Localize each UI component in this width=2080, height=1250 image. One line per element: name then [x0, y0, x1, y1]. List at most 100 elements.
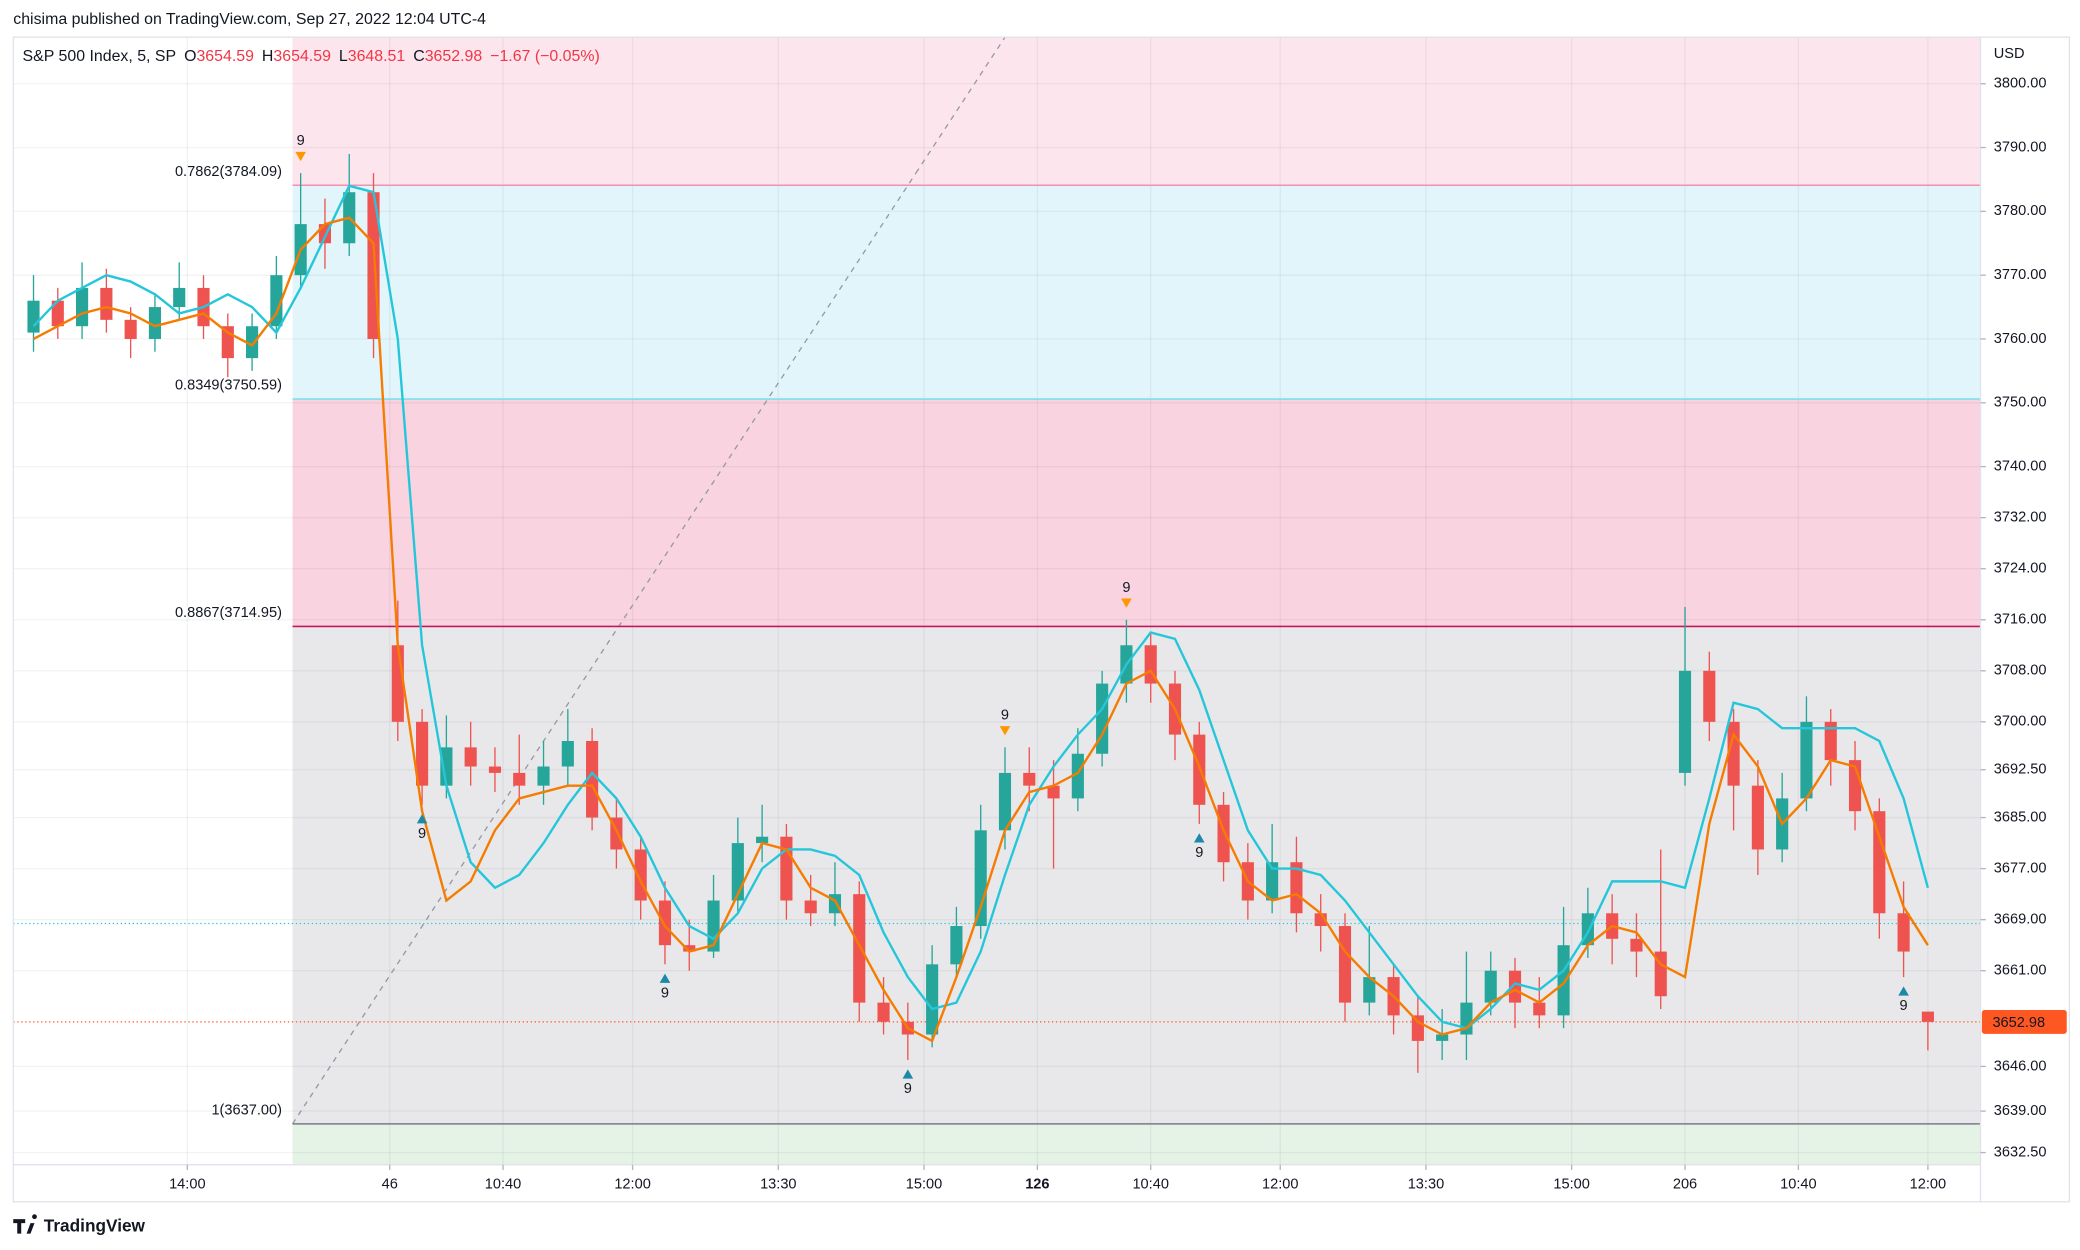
fib-level-label: 0.7862(3784.09) [175, 164, 282, 180]
price-label: 3652.98 [1992, 1015, 2045, 1031]
y-tick-label: 3685.00 [1994, 809, 2047, 825]
y-tick-label: 3732.00 [1994, 510, 2047, 526]
x-tick-label: 12:00 [1262, 1176, 1298, 1192]
candle-body [1921, 1011, 1934, 1022]
y-tick-label: 3692.50 [1994, 762, 2047, 778]
candle-body [513, 772, 526, 786]
fib-zone [292, 626, 1981, 1124]
candle-body [1873, 811, 1886, 914]
y-tick-label: 3661.00 [1994, 963, 2047, 979]
candle-body [1436, 1034, 1449, 1041]
y-tick-label: 3740.00 [1994, 458, 2047, 474]
candle-body [1290, 862, 1303, 914]
x-tick-label: 13:30 [760, 1176, 796, 1192]
candle-body [1897, 913, 1910, 952]
fib-level-label: 1(3637.00) [211, 1102, 282, 1118]
currency: USD [1994, 46, 2025, 62]
candle-body [1654, 951, 1667, 997]
moving-average [32, 216, 1929, 1043]
candle-body [998, 772, 1012, 831]
candle-body [270, 275, 283, 327]
signal-label: 9 [1195, 845, 1203, 861]
candle-body [1023, 772, 1036, 786]
signal-label: 9 [1900, 998, 1908, 1014]
candle-body [1338, 926, 1352, 1003]
symbol: S&P 500 Index, 5, SP [23, 48, 177, 65]
candle-body [974, 830, 987, 927]
x-tick-label: 10:40 [485, 1176, 521, 1192]
candle-body [1533, 1002, 1546, 1016]
candle-body [100, 287, 113, 320]
ohlc-value: 3652.98 [425, 48, 483, 65]
candle-body [1630, 938, 1643, 952]
x-tick-label: 206 [1673, 1176, 1697, 1192]
candle-body [1800, 721, 1813, 799]
ohlc-label: L [339, 48, 348, 65]
y-tick-label: 3700.00 [1994, 714, 2047, 730]
y-tick-label: 3760.00 [1994, 331, 2047, 347]
change: −1.67 (−0.05%) [490, 48, 600, 65]
candle-body [926, 964, 939, 1035]
y-tick-label: 3639.00 [1994, 1103, 2047, 1119]
x-tick-label: 12:00 [614, 1176, 650, 1192]
fib-level-label: 0.8349(3750.59) [175, 378, 282, 394]
footer-brand: TradingView [44, 1216, 146, 1236]
x-tick-label: 13:30 [1408, 1176, 1444, 1192]
candle-body [76, 287, 89, 327]
candle-body [1266, 862, 1279, 901]
moving-average [32, 184, 1930, 1030]
candle-body [173, 287, 186, 308]
signal-marker [1898, 986, 1909, 996]
trendline [292, 172, 917, 1125]
tradingview-logo [13, 1214, 37, 1234]
fib-zone [292, 37, 1981, 186]
candle-body [1751, 785, 1764, 850]
candle-body [1363, 977, 1376, 1003]
candle-body [877, 1002, 890, 1022]
x-tick-label: 15:00 [906, 1176, 942, 1192]
candle-body [124, 319, 137, 339]
legend-header: S&P 500 Index, 5, SP O3654.59 H3654.59 L364… [23, 48, 600, 65]
frame [12, 36, 2071, 1203]
candle-body [148, 307, 162, 339]
signal-label: 9 [661, 985, 669, 1001]
y-tick-label: 3800.00 [1994, 76, 2047, 92]
candle-body [488, 766, 502, 773]
x-tick-label: 10:40 [1132, 1176, 1168, 1192]
x-tick-label: 10:40 [1780, 1176, 1816, 1192]
x-tick-label: 14:00 [169, 1176, 205, 1192]
signal-marker [902, 1069, 914, 1079]
ohlc-value: 3654.59 [273, 48, 331, 65]
published-note: chisima published on TradingView.com, Se… [13, 11, 486, 28]
signal-label: 9 [1001, 707, 1009, 723]
y-tick-label: 3780.00 [1994, 203, 2047, 219]
candle-body [1557, 945, 1570, 1016]
y-tick-label: 3669.00 [1994, 912, 2047, 928]
candle-body [1217, 804, 1230, 863]
price-label-box [1981, 1009, 2067, 1034]
candle-body [537, 766, 550, 786]
x-tick-label: 15:00 [1553, 1176, 1589, 1192]
signal-marker [416, 814, 428, 824]
signal-marker [295, 151, 306, 162]
candle-body [1411, 1015, 1424, 1041]
ohlc-label: O [184, 48, 196, 65]
candle-body [51, 300, 64, 327]
y-tick-label: 3716.00 [1994, 612, 2047, 628]
candle-body [683, 945, 696, 952]
candle-body [1678, 670, 1692, 773]
x-tick-label: 46 [382, 1176, 398, 1192]
ohlc-label: C [413, 48, 424, 65]
signal-label: 9 [904, 1081, 912, 1097]
signal-marker [999, 726, 1011, 736]
fib-zone [292, 185, 1981, 400]
x-tick-label: 126 [1025, 1176, 1049, 1192]
signal-marker [659, 973, 671, 983]
signal-label: 9 [1122, 580, 1130, 596]
candle-body [391, 645, 404, 722]
candle-body [1047, 785, 1060, 799]
candle-body [416, 721, 429, 786]
candle-body [756, 836, 769, 844]
